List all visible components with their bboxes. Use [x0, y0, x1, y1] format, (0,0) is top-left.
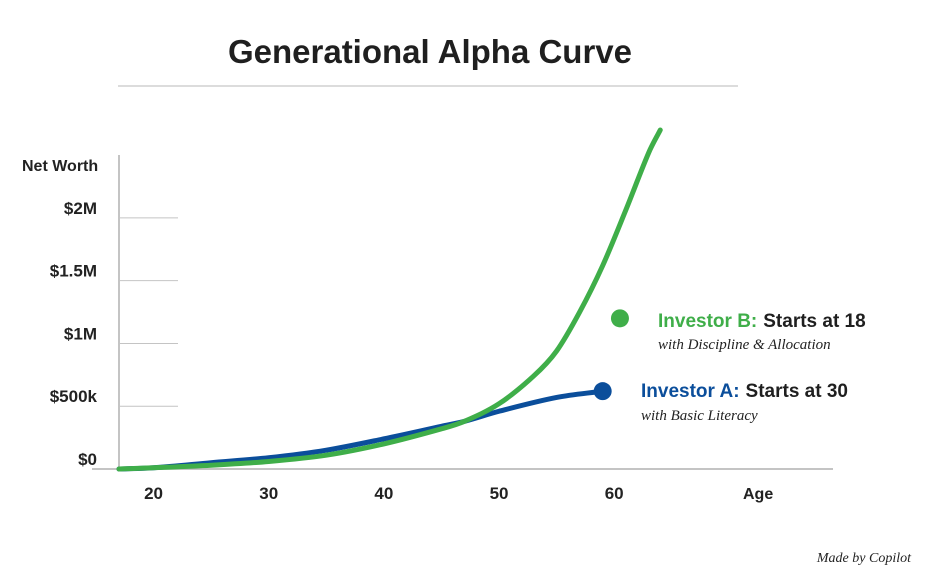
y-tick-label: $0 [78, 450, 97, 469]
annotation-a-line: Investor A: Starts at 30 [641, 381, 848, 402]
x-tick-label: 60 [605, 484, 624, 503]
y-tick-label: $1M [64, 324, 97, 343]
y-tick-label: $500k [50, 387, 98, 406]
annotation-a-sub: with Basic Literacy [641, 408, 758, 424]
x-tick-label: 50 [490, 484, 509, 503]
annotation-b-name: Investor B: [658, 311, 757, 332]
annotation-a-desc: Starts at 30 [746, 381, 848, 402]
x-axis-label: Age [743, 486, 773, 503]
series-line-investor-a [116, 388, 606, 472]
y-ticks: $0 $500k $1M $1.5M $2M [50, 199, 178, 469]
y-tick-label: $1.5M [50, 262, 97, 281]
series-line-investor-b [116, 127, 663, 472]
annotation-b-line: Investor B: Starts at 18 [658, 311, 866, 332]
annotation-b-sub: with Discipline & Allocation [658, 337, 831, 353]
y-axis-label: Net Worth [22, 158, 98, 175]
x-ticks: 20 30 40 50 60 [144, 484, 624, 503]
y-tick-label: $2M [64, 199, 97, 218]
series-marker-investor-b [610, 309, 629, 328]
annotation-a-name: Investor A: [641, 381, 740, 402]
annotation-investor-a: Investor A: Starts at 30 with Basic Liter… [641, 381, 848, 424]
chart-title: Generational Alpha Curve [228, 33, 632, 70]
series-marker-investor-a [593, 382, 612, 401]
credit-text: Made by Copilot [816, 551, 912, 566]
annotation-investor-b: Investor B: Starts at 18 with Discipline … [658, 311, 866, 353]
x-tick-label: 30 [259, 484, 278, 503]
x-tick-label: 40 [374, 484, 393, 503]
x-tick-label: 20 [144, 484, 163, 503]
series-layer [116, 127, 663, 472]
annotation-b-desc: Starts at 18 [763, 311, 865, 332]
